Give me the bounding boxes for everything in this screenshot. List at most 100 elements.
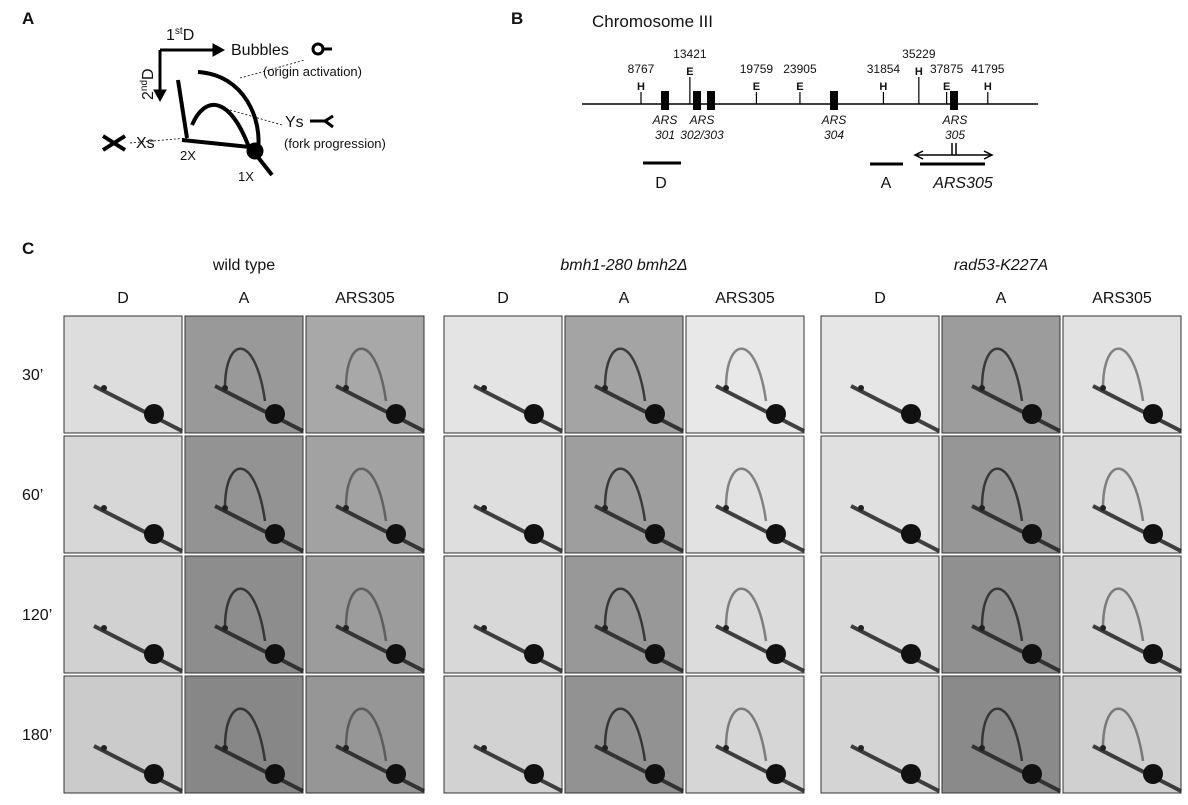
gel-image <box>564 555 684 674</box>
gel-arc <box>1101 467 1145 522</box>
gel-arc <box>603 587 647 642</box>
gel-signal <box>101 505 107 511</box>
gel-signal <box>335 624 425 673</box>
time-label: 30’ <box>22 367 43 384</box>
gel-signal <box>1143 764 1163 784</box>
time-label: 60’ <box>22 487 43 504</box>
gel-image <box>685 435 805 554</box>
ars-label: 302/303 <box>680 128 724 142</box>
probe-bars <box>643 143 994 166</box>
gel-image <box>184 315 304 434</box>
probe-label: D <box>874 290 886 307</box>
gel-image <box>941 675 1061 794</box>
gel-signal <box>971 504 1061 553</box>
gel-signal <box>524 524 544 544</box>
gel-image <box>305 675 425 794</box>
gel-image <box>564 315 684 434</box>
gel-signal <box>1022 644 1042 664</box>
site-position: 19759 <box>740 62 774 76</box>
gel-signal <box>645 524 665 544</box>
gel-image <box>820 675 940 794</box>
gel-signal <box>858 385 864 391</box>
gel-image <box>685 675 805 794</box>
diagram <box>101 42 334 177</box>
gel-image <box>443 555 563 674</box>
site-position: 13421 <box>673 47 707 61</box>
gel-arc <box>724 467 768 522</box>
gel-signal <box>214 744 304 793</box>
gel-signal <box>101 625 107 631</box>
gel-signal <box>766 404 786 424</box>
gel-signal <box>901 644 921 664</box>
ars-label: ARS <box>652 113 678 127</box>
gel-signal <box>335 744 425 793</box>
probe-label: A <box>239 290 250 307</box>
gel-image <box>63 435 183 554</box>
gel-image <box>305 555 425 674</box>
site-enzyme: E <box>686 66 693 78</box>
gel-signal <box>481 745 487 751</box>
gel-image <box>184 555 304 674</box>
gel-signal <box>766 524 786 544</box>
gel-arc <box>724 587 768 642</box>
gel-signal <box>524 644 544 664</box>
gel-signal <box>473 624 563 673</box>
gel-image <box>443 315 563 434</box>
axis-label: 2ndD <box>139 68 157 100</box>
text: nd <box>139 80 150 91</box>
text: D <box>183 27 195 44</box>
gel-arc <box>603 347 647 402</box>
gel-image <box>820 315 940 434</box>
gel-signal <box>858 505 864 511</box>
gel-image <box>1062 315 1182 434</box>
gel-signal <box>386 764 406 784</box>
time-label: 180’ <box>22 727 52 744</box>
gel-signal <box>335 504 425 553</box>
map-title: Chromosome III <box>592 12 713 31</box>
gel-image <box>443 675 563 794</box>
gel-image <box>305 315 425 434</box>
strain-label: wild type <box>212 257 275 274</box>
site-enzyme: H <box>915 66 923 78</box>
gel-signal <box>645 764 665 784</box>
probe-label: A <box>619 290 630 307</box>
gel-signal <box>1022 524 1042 544</box>
site-position: 37875 <box>930 62 964 76</box>
ars-box <box>707 91 715 110</box>
probe-label: A <box>996 290 1007 307</box>
ars-box <box>950 91 958 110</box>
gel-signal <box>473 504 563 553</box>
gel-signal <box>93 624 183 673</box>
strain-label: bmh1-280 bmh2Δ <box>560 257 687 274</box>
gel-signal <box>1143 524 1163 544</box>
gel-signal <box>386 524 406 544</box>
gel-signal <box>766 644 786 664</box>
ars-label: 301 <box>655 128 675 142</box>
gel-signal <box>265 764 285 784</box>
gel-signal <box>524 404 544 424</box>
site-enzyme: E <box>943 81 950 93</box>
gel-signal <box>481 625 487 631</box>
strain-label: rad53-K227A <box>954 257 1048 274</box>
gel-signal <box>594 744 684 793</box>
gel-signal <box>214 384 304 433</box>
label: Xs <box>136 135 155 152</box>
text: D <box>140 68 157 80</box>
gel-signal <box>1092 504 1182 553</box>
site-position: 31854 <box>867 62 901 76</box>
ars-box <box>830 91 838 110</box>
gel-arc <box>724 347 768 402</box>
gel-signal <box>715 624 805 673</box>
gel-signal <box>715 744 805 793</box>
gel-arc <box>1101 707 1145 762</box>
gel-signal <box>1092 384 1182 433</box>
panel-label: B <box>511 9 523 28</box>
gel-signal <box>481 505 487 511</box>
probe-label: D <box>497 290 509 307</box>
gel-signal <box>645 644 665 664</box>
gel-signal <box>901 764 921 784</box>
gel-image <box>184 435 304 554</box>
gel-signal <box>850 504 940 553</box>
probe-label: D <box>117 290 129 307</box>
